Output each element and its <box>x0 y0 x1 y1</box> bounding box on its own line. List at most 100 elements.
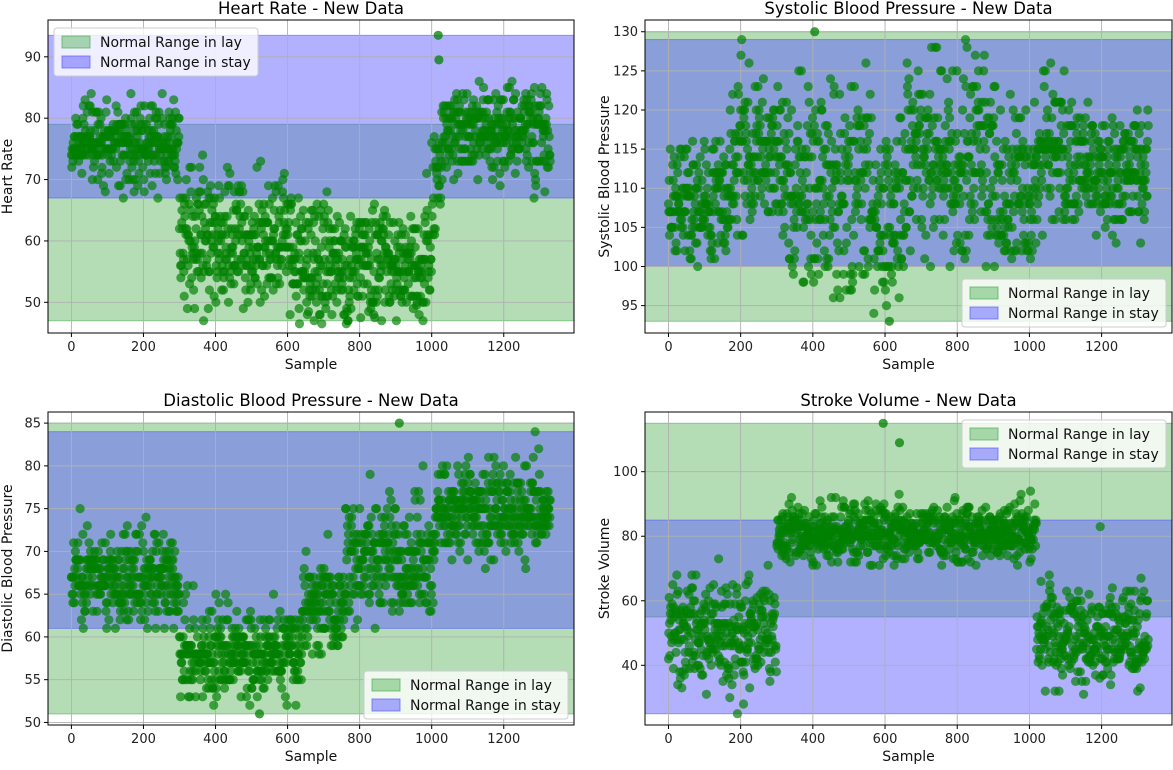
data-point <box>927 121 937 131</box>
data-point <box>817 502 827 512</box>
data-point <box>770 609 780 619</box>
axes-frame <box>644 19 1173 334</box>
data-point <box>920 254 930 264</box>
data-point <box>677 683 687 693</box>
data-point <box>70 546 80 557</box>
data-point <box>1107 113 1117 123</box>
data-point <box>881 136 891 146</box>
data-point <box>497 529 507 539</box>
data-point <box>413 581 423 591</box>
data-point <box>817 175 827 185</box>
data-point <box>176 692 186 702</box>
data-point <box>928 222 939 232</box>
data-point <box>690 199 700 209</box>
data-point <box>715 175 725 185</box>
data-point <box>323 205 333 215</box>
data-point <box>1062 144 1072 154</box>
data-point <box>1064 105 1074 115</box>
data-point <box>153 606 163 616</box>
data-point <box>1104 136 1114 146</box>
data-point <box>350 623 360 634</box>
data-point <box>373 285 383 295</box>
data-point <box>154 538 164 548</box>
data-point <box>832 269 842 279</box>
data-point <box>1081 191 1091 201</box>
legend-swatch-lay <box>371 678 401 692</box>
data-point <box>1060 191 1071 201</box>
data-point <box>756 657 766 667</box>
data-point <box>914 121 924 131</box>
data-point <box>771 667 782 677</box>
data-point <box>803 81 813 92</box>
data-point <box>794 199 805 209</box>
data-point <box>178 632 188 642</box>
data-point <box>827 183 837 193</box>
data-point <box>68 589 78 599</box>
data-point <box>442 461 452 471</box>
data-point <box>270 632 280 642</box>
data-point <box>368 546 378 557</box>
data-point <box>291 700 301 710</box>
data-point <box>1025 199 1035 209</box>
data-point <box>384 486 395 497</box>
data-point <box>214 598 224 608</box>
data-point <box>146 581 156 591</box>
data-point <box>247 683 257 693</box>
data-point <box>879 499 889 509</box>
data-point <box>919 152 930 162</box>
data-point <box>421 297 431 307</box>
data-point <box>498 95 508 105</box>
data-point <box>725 183 736 193</box>
y-tick-label: 115 <box>613 143 638 158</box>
data-point <box>1086 136 1096 146</box>
data-point <box>1141 168 1151 178</box>
data-point <box>391 521 401 531</box>
data-point <box>763 560 773 570</box>
data-point <box>370 623 380 634</box>
data-point <box>404 512 414 522</box>
data-point <box>250 623 260 634</box>
data-point <box>222 211 232 221</box>
data-point <box>402 529 412 539</box>
data-point <box>347 512 357 522</box>
data-point <box>943 105 953 115</box>
data-point <box>403 589 413 599</box>
data-point <box>1046 58 1056 68</box>
data-point <box>1045 183 1055 193</box>
data-point <box>811 199 822 209</box>
data-point <box>969 183 979 193</box>
data-point <box>106 529 116 539</box>
data-point <box>780 136 791 146</box>
data-point <box>915 128 925 139</box>
data-point <box>1104 160 1114 170</box>
data-point <box>897 136 907 146</box>
data-point <box>862 168 872 178</box>
data-point <box>732 709 743 719</box>
data-point <box>833 285 843 295</box>
data-point <box>1033 199 1043 209</box>
data-point <box>733 152 743 162</box>
data-point <box>992 136 1002 146</box>
data-point <box>1012 238 1022 248</box>
data-point <box>873 191 883 201</box>
data-point <box>809 121 819 131</box>
data-point <box>293 193 303 203</box>
data-point <box>992 222 1002 232</box>
data-point <box>686 254 696 264</box>
data-point <box>319 563 329 574</box>
legend-swatch-stay <box>371 698 401 712</box>
data-point <box>188 581 198 591</box>
data-point <box>777 199 787 209</box>
data-point <box>700 144 710 154</box>
data-point <box>824 230 835 240</box>
data-point <box>1008 105 1018 115</box>
data-point <box>1007 254 1017 264</box>
data-point <box>945 113 955 123</box>
data-point <box>1071 121 1081 131</box>
y-tick-label: 55 <box>24 673 41 688</box>
data-points <box>66 418 555 719</box>
data-point <box>791 183 801 193</box>
data-point <box>1034 128 1045 139</box>
data-point <box>174 113 184 123</box>
data-point <box>740 596 750 606</box>
